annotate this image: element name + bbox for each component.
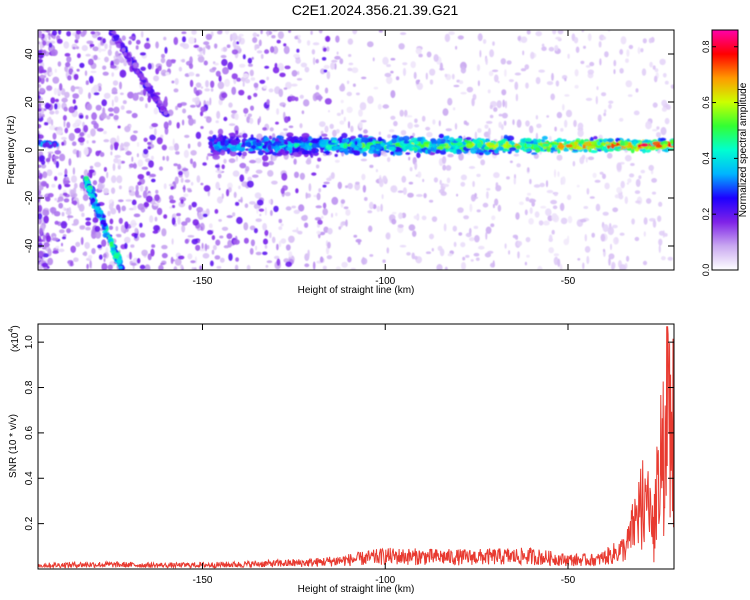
snr-x-label: Height of straight line (km) <box>298 584 415 595</box>
colorbar: 0.0 0.2 0.4 0.6 0.8 Normalized spectral ampl… <box>701 29 749 276</box>
spectrogram-x-tick-label-0: -150 <box>192 276 212 287</box>
spectrogram-x-tick-label-1: -100 <box>375 276 395 287</box>
snr-y-tick-label-4: 1.0 <box>24 335 35 349</box>
snr-background <box>38 324 674 569</box>
snr-y-label: SNR (10 * v/v) <box>8 414 19 478</box>
snr-y-tick-label-2: 0.6 <box>24 426 35 440</box>
snr-x-tick-label-1: -100 <box>375 575 395 586</box>
colorbar-tick-label-1: 0.2 <box>701 208 711 221</box>
snr-scale-label: (x10 <box>10 332 21 352</box>
svg-text:(x104): (x104) <box>8 325 21 352</box>
spectrogram-y-label: Frequency (Hz) <box>6 116 17 185</box>
colorbar-tick-label-2: 0.4 <box>701 152 711 165</box>
snr-y-tick-label-1: 0.4 <box>24 471 35 485</box>
snr-frame <box>37 323 675 570</box>
spectrogram-y-tick-label-1: -20 <box>24 190 35 205</box>
colorbar-axis: 0.0 0.2 0.4 0.6 0.8 <box>701 40 738 276</box>
snr-y-tick-label-3: 0.8 <box>24 380 35 394</box>
snr-y-tick-label-0: 0.2 <box>24 516 35 530</box>
spectrogram-heatmap <box>38 30 674 270</box>
snr-y-axis: 0.2 0.4 0.6 0.8 1.0 <box>24 335 674 531</box>
figure-title: C2E1.2024.356.21.39.G21 <box>291 2 459 18</box>
snr-scale-exponent: 4 <box>8 329 15 333</box>
spectrogram-y-tick-label-4: 40 <box>24 48 35 60</box>
snr-x-tick-label-0: -150 <box>192 575 212 586</box>
spectrogram-x-axis: -150 -100 -50 <box>192 30 576 287</box>
colorbar-tick-label-0: 0.0 <box>701 264 711 277</box>
spectrogram-panel: -150 -100 -50 -40 -20 0 20 40 Height of straig… <box>6 29 675 296</box>
colorbar-gradient <box>711 29 739 271</box>
snr-x-tick-label-2: -50 <box>561 575 576 586</box>
colorbar-label: Normalized spectral amplitude <box>738 82 749 217</box>
colorbar-tick-label-4: 0.8 <box>701 40 711 53</box>
snr-x-axis: -150 -100 -50 <box>192 324 576 586</box>
colorbar-tick-label-3: 0.6 <box>701 96 711 109</box>
spectrogram-y-tick-label-0: -40 <box>24 238 35 253</box>
spectrogram-x-label: Height of straight line (km) <box>298 285 415 296</box>
spectrogram-x-tick-label-2: -50 <box>561 276 576 287</box>
spectrogram-y-tick-label-3: 20 <box>24 96 35 108</box>
spectrogram-y-tick-label-2: 0 <box>24 147 35 153</box>
snr-scale-close: ) <box>10 325 21 328</box>
snr-panel: -150 -100 -50 0.2 0.4 0.6 0.8 1.0 Height of st… <box>8 323 675 595</box>
snr-scale-factor: (x104) <box>8 325 21 352</box>
spectrogram-y-axis: -40 -20 0 20 40 <box>24 48 674 253</box>
